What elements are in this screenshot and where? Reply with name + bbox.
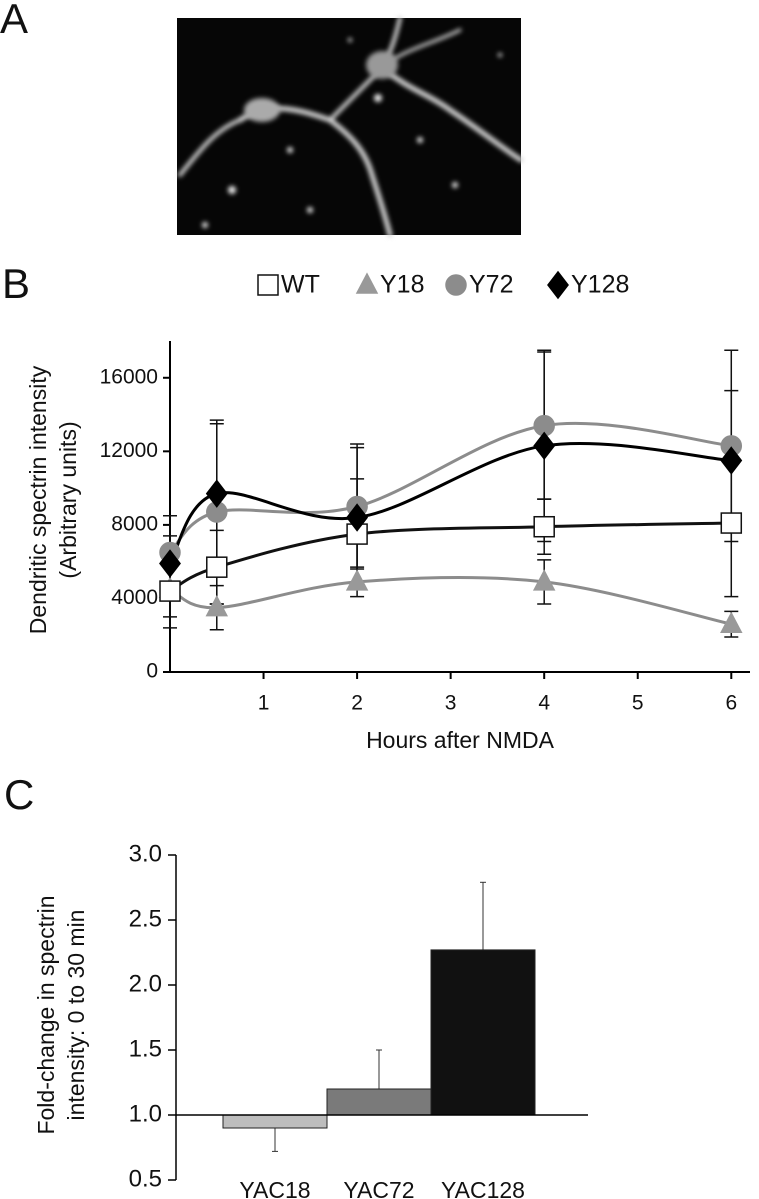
marker — [720, 446, 743, 475]
y-tick-label: 0.5 — [129, 1165, 162, 1192]
y-tick-label: 0 — [146, 660, 158, 683]
legend-marker — [445, 274, 467, 296]
legend-marker — [547, 270, 569, 300]
y-axis-title: (Arbitrary units) — [55, 421, 81, 578]
y-tick-label: 3.0 — [129, 840, 162, 867]
marker — [720, 611, 743, 633]
x-tick-label: 5 — [632, 692, 644, 715]
panel-label: B — [2, 260, 30, 307]
panel-label: C — [4, 771, 34, 818]
legend-marker — [355, 272, 379, 294]
x-tick-label: 1 — [258, 692, 270, 715]
marker — [345, 569, 369, 591]
marker — [205, 595, 229, 617]
legend-label: Y72 — [469, 271, 513, 299]
marker — [532, 569, 556, 591]
y-axis-title: intensity: 0 to 30 min — [63, 910, 89, 1121]
marker — [205, 479, 228, 508]
series-line — [169, 521, 732, 593]
marker — [720, 512, 743, 534]
y-tick-label: 16000 — [100, 365, 158, 388]
y-tick-label: 2.5 — [129, 905, 162, 932]
bar — [430, 949, 536, 1116]
x-tick-label: YAC128 — [441, 1177, 525, 1199]
series-line — [169, 576, 732, 626]
x-axis-title: Hours after NMDA — [366, 727, 555, 753]
y-tick-label: 1.5 — [129, 1035, 162, 1062]
x-tick-label: 4 — [538, 692, 550, 715]
y-axis-title: Fold-change in spectrin — [33, 895, 59, 1134]
panel-label: A — [0, 0, 28, 42]
y-tick-label: 12000 — [100, 439, 158, 462]
x-tick-label: 3 — [445, 692, 457, 715]
x-tick-label: YAC72 — [343, 1177, 414, 1199]
legend-label: WT — [281, 271, 320, 299]
marker — [533, 431, 556, 461]
x-tick-label: YAC18 — [239, 1177, 310, 1199]
micrograph — [177, 16, 524, 238]
y-axis-title: Dendritic spectrin intensity — [25, 365, 51, 634]
series-line — [168, 442, 732, 565]
y-tick-label: 8000 — [111, 512, 158, 535]
marker — [206, 556, 228, 578]
marker — [159, 580, 181, 602]
marker — [159, 549, 181, 578]
y-tick-label: 2.0 — [129, 970, 162, 997]
marker — [533, 515, 555, 538]
legend-label: Y18 — [380, 271, 424, 299]
series-line — [168, 421, 732, 554]
legend-label: Y128 — [571, 271, 629, 299]
x-tick-label: 6 — [725, 692, 737, 715]
y-tick-label: 4000 — [111, 586, 158, 609]
marker — [346, 503, 369, 532]
x-tick-label: 2 — [351, 692, 363, 715]
y-tick-label: 1.0 — [129, 1100, 162, 1127]
bar — [222, 1114, 328, 1129]
bar — [326, 1088, 432, 1116]
legend-marker — [257, 274, 279, 296]
